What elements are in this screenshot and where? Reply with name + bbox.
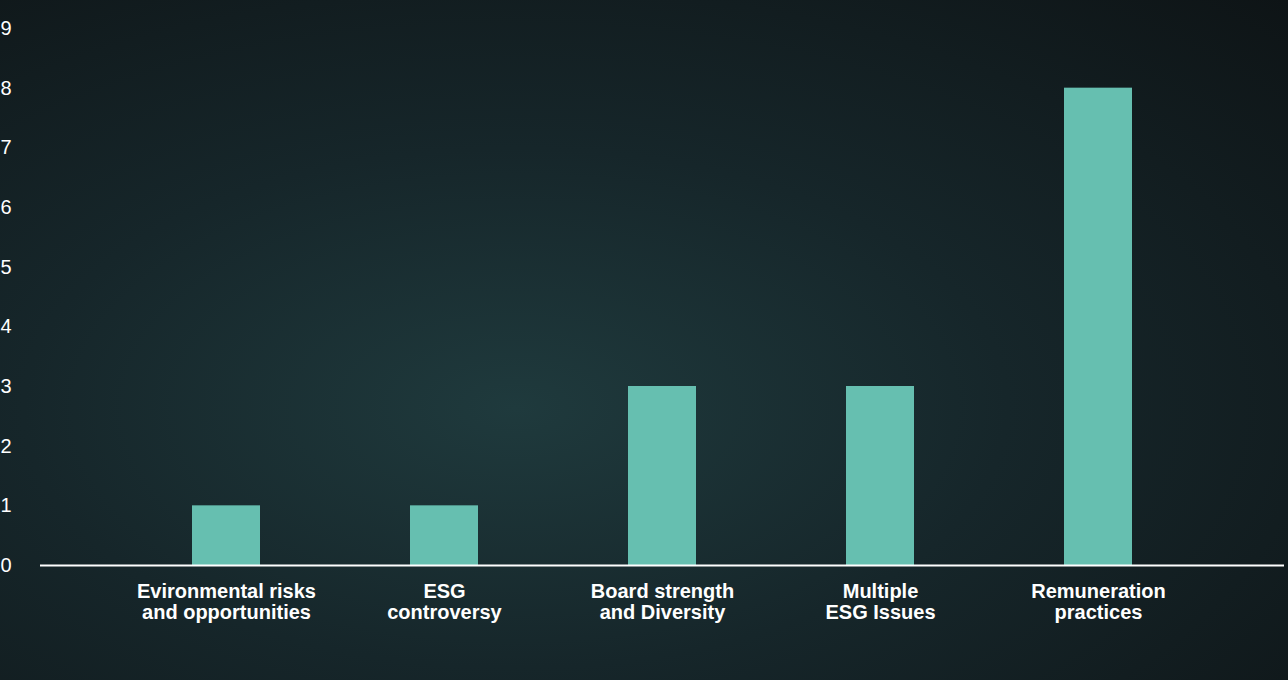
svg-text:0: 0 xyxy=(1,554,12,576)
svg-text:Board strengthand Diversity: Board strengthand Diversity xyxy=(591,580,734,623)
svg-text:Remunerationpractices: Remunerationpractices xyxy=(1031,580,1165,623)
svg-text:5: 5 xyxy=(1,256,12,278)
svg-text:Evironmental risksand opportun: Evironmental risksand opportunities xyxy=(137,580,316,623)
svg-text:9: 9 xyxy=(1,17,12,39)
svg-text:7: 7 xyxy=(1,136,12,158)
svg-text:8: 8 xyxy=(1,77,12,99)
svg-text:4: 4 xyxy=(1,315,12,337)
svg-text:6: 6 xyxy=(1,196,12,218)
svg-text:MultipleESG Issues: MultipleESG Issues xyxy=(825,580,935,623)
svg-text:1: 1 xyxy=(1,494,12,516)
svg-text:3: 3 xyxy=(1,375,12,397)
svg-text:ESGcontroversy: ESGcontroversy xyxy=(387,580,502,623)
svg-text:2: 2 xyxy=(1,435,12,457)
